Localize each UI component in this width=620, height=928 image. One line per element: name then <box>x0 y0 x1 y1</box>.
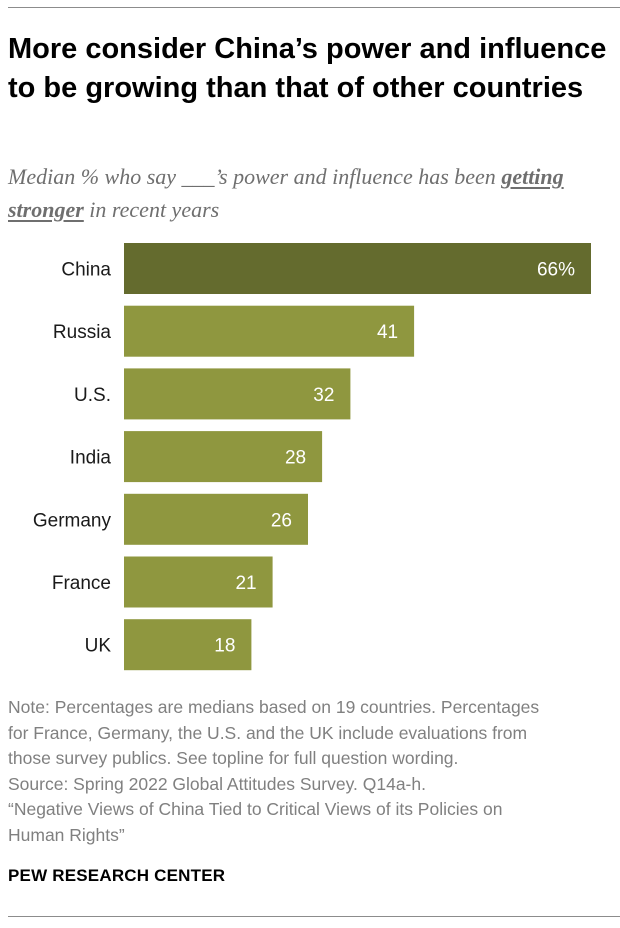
bar-russia <box>124 305 415 357</box>
bar-germany <box>124 493 308 545</box>
chart-note: Note: Percentages are medians based on 1… <box>8 695 620 848</box>
category-label: China <box>61 260 111 281</box>
value-label: 18 <box>214 636 235 657</box>
note-line: Human Rights” <box>8 824 125 845</box>
chart-title: More consider China’s power and influenc… <box>8 33 607 104</box>
value-label: 21 <box>235 573 256 594</box>
brand-name: PEW RESEARCH CENTER <box>8 866 226 885</box>
subtitle-emphasis: getting stronger <box>8 164 564 222</box>
bar-france <box>124 556 273 608</box>
category-label: Germany <box>33 510 112 531</box>
category-label: U.S. <box>74 385 111 406</box>
chart-subtitle: Median % who say ___’s power and influen… <box>8 160 608 226</box>
note-line: “Negative Views of China Tied to Critica… <box>8 799 503 819</box>
subtitle-tail: in recent years <box>83 197 220 222</box>
top-rule <box>8 7 620 8</box>
value-label: 32 <box>313 385 334 406</box>
category-label: India <box>70 448 112 469</box>
bar-chart: China 66% Russia 41 U.S. 32 India 28 Germany 26 Fr… <box>33 243 591 671</box>
value-label: 41 <box>377 322 398 343</box>
note-line: Source: Spring 2022 Global Attitudes Sur… <box>8 773 426 794</box>
bar-uk <box>124 619 252 671</box>
bar-u-s <box>124 368 351 420</box>
subtitle-lead: Median % who say ___’s power and influen… <box>8 164 502 189</box>
note-line: those survey publics. See topline for fu… <box>8 748 459 768</box>
value-label: 26 <box>271 510 292 531</box>
note-line: Note: Percentages are medians based on 1… <box>8 697 540 717</box>
bottom-rule <box>8 916 620 917</box>
value-label: 66% <box>537 260 575 281</box>
category-label: Russia <box>53 322 112 343</box>
bar-china <box>124 243 591 294</box>
category-label: UK <box>85 636 112 657</box>
category-label: France <box>52 573 111 594</box>
bar-india <box>124 431 323 483</box>
note-line: for France, Germany, the U.S. and the UK… <box>8 722 528 743</box>
value-label: 28 <box>285 448 306 469</box>
